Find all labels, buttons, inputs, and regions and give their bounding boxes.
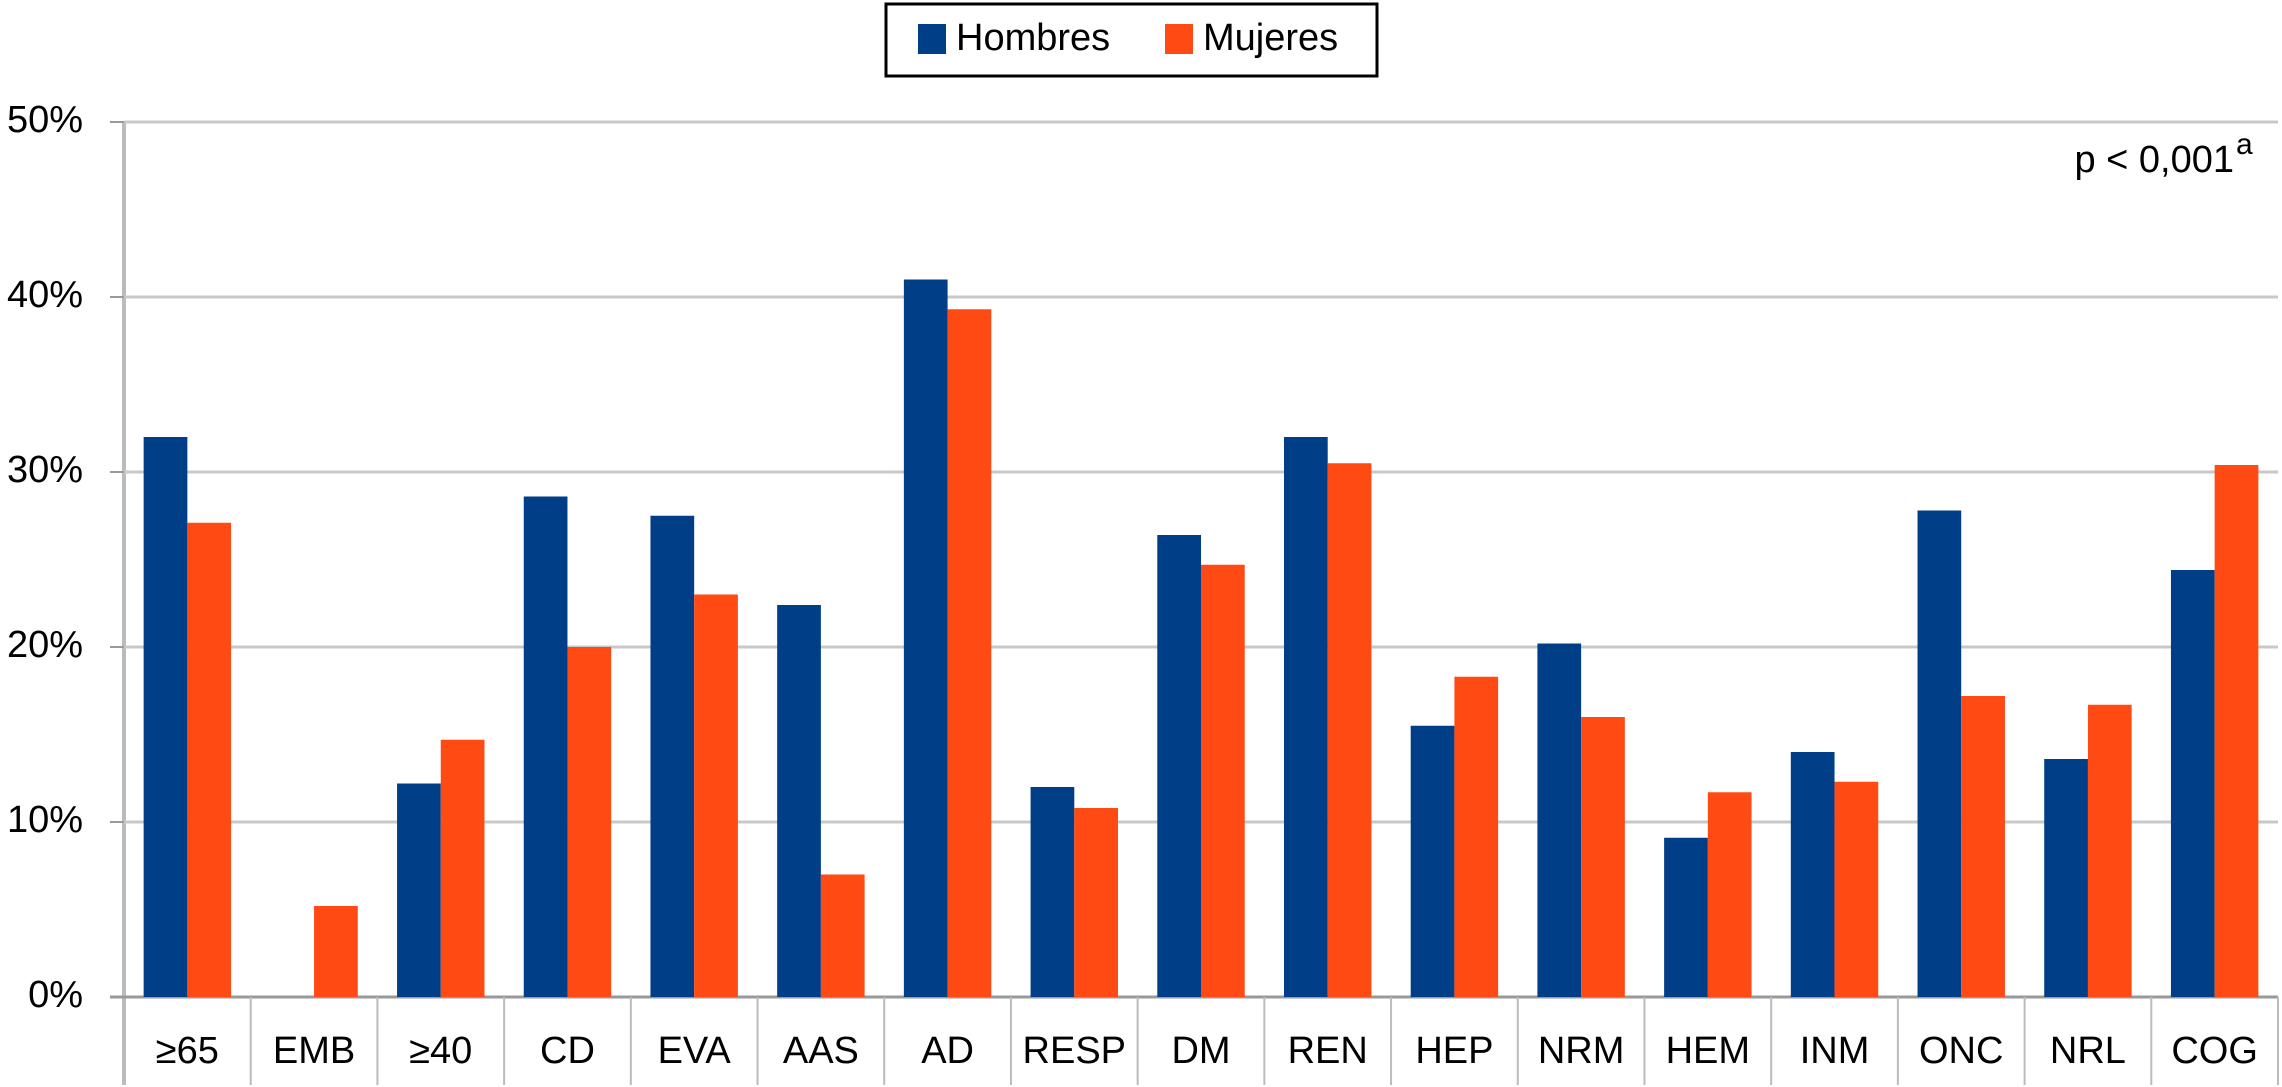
x-tick-label: ONC <box>1919 1030 2003 1072</box>
bar <box>2087 704 2132 997</box>
bar <box>2214 465 2259 997</box>
bar <box>1664 837 1708 997</box>
bar <box>2170 570 2215 997</box>
legend-label: Mujeres <box>1203 17 1338 59</box>
y-tick-label: 10% <box>7 799 83 841</box>
x-tick-label: AAS <box>783 1030 859 1072</box>
bar <box>1454 676 1499 997</box>
x-tick-label: CD <box>540 1030 595 1072</box>
x-tick-label: RESP <box>1023 1030 1126 1072</box>
y-tick-label: 40% <box>7 274 83 316</box>
bar <box>903 279 948 997</box>
bar <box>1537 643 1582 997</box>
x-tick-label: AD <box>921 1030 974 1072</box>
x-tick-label: INM <box>1800 1030 1870 1072</box>
x-tick-label: ≥65 <box>156 1030 219 1072</box>
y-tick-label: 50% <box>7 99 83 141</box>
bar <box>1030 787 1075 997</box>
bar <box>1961 696 2005 997</box>
bar <box>1157 535 1201 997</box>
legend-box <box>884 2 1379 78</box>
bar <box>1790 752 1835 997</box>
legend-swatch <box>1165 24 1193 54</box>
y-tick-label: 30% <box>7 449 83 491</box>
bar <box>1074 808 1119 997</box>
bar <box>567 647 612 997</box>
bar <box>143 437 188 997</box>
bar <box>1917 510 1962 997</box>
annotation-superscript: a <box>2236 128 2253 161</box>
x-tick-label: EMB <box>273 1030 355 1072</box>
y-tick-label: 0% <box>28 974 83 1016</box>
y-tick-label: 20% <box>7 624 83 666</box>
x-tick-label: EVA <box>658 1030 732 1072</box>
x-tick-label: NRM <box>1538 1030 1625 1072</box>
bar <box>1201 564 1245 997</box>
bar <box>314 906 358 997</box>
bar <box>947 309 992 997</box>
bar <box>397 783 441 997</box>
bar <box>1283 437 1328 997</box>
bar <box>523 496 568 997</box>
legend-label: Hombres <box>956 17 1110 59</box>
x-tick-label: HEP <box>1415 1030 1493 1072</box>
bar <box>440 739 485 997</box>
bar <box>650 515 695 997</box>
x-tick-label: COG <box>2171 1030 2258 1072</box>
x-tick-label: HEM <box>1666 1030 1750 1072</box>
x-tick-label: NRL <box>2050 1030 2126 1072</box>
bar <box>187 522 232 997</box>
x-tick-label: ≥40 <box>409 1030 472 1072</box>
bar <box>694 594 738 997</box>
x-tick-label: REN <box>1288 1030 1368 1072</box>
annotation: p < 0,001 <box>2074 139 2234 181</box>
bar <box>2044 759 2088 997</box>
bar <box>1834 781 1879 997</box>
bar <box>1327 463 1372 997</box>
bar <box>1707 792 1752 997</box>
x-tick-label: DM <box>1171 1030 1230 1072</box>
bar <box>820 874 865 997</box>
bar <box>1581 717 1625 997</box>
bar <box>1410 725 1455 997</box>
bar <box>777 605 821 997</box>
legend-swatch <box>918 24 946 54</box>
